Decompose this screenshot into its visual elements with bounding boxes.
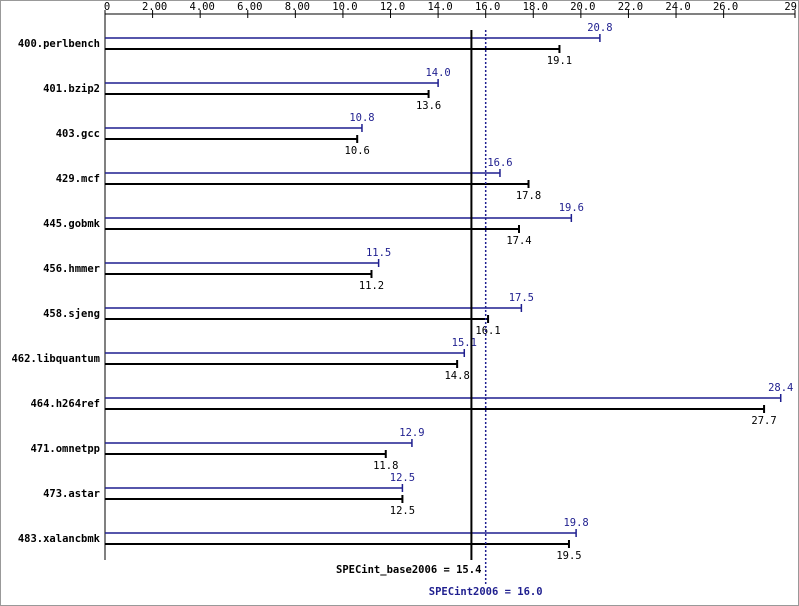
value-label: 11.5 [366, 247, 391, 259]
bar [105, 394, 782, 402]
bar [105, 45, 561, 53]
value-label: 27.7 [751, 415, 776, 427]
value-label: 14.8 [444, 370, 469, 382]
bar [105, 540, 570, 548]
value-label: 17.5 [509, 292, 534, 304]
value-label: 17.8 [516, 190, 541, 202]
value-label: 16.1 [475, 325, 500, 337]
value-label: 19.8 [563, 517, 588, 529]
x-tick-label: 0 [104, 1, 110, 13]
value-label: 19.6 [559, 202, 584, 214]
bar [105, 450, 387, 458]
bar [105, 484, 404, 492]
bar [105, 79, 439, 87]
category-label: 400.perlbench [18, 38, 100, 50]
category-label: 456.hmmer [43, 263, 100, 275]
reference-label: SPECint_base2006 = 15.4 [336, 564, 481, 576]
bar [105, 169, 501, 177]
x-tick-label: 14.0 [427, 1, 452, 13]
bar [105, 360, 459, 368]
x-tick-label: 8.00 [285, 1, 310, 13]
category-label: 483.xalancbmk [18, 533, 101, 545]
bar [105, 495, 404, 503]
x-tick-label: 2.00 [142, 1, 167, 13]
category-label: 401.bzip2 [43, 83, 100, 95]
x-tick-label: 29.0 [784, 1, 799, 13]
value-label: 20.8 [587, 22, 612, 34]
category-label: 462.libquantum [11, 353, 100, 365]
category-label: 471.omnetpp [30, 443, 100, 455]
x-tick-label: 22.0 [618, 1, 643, 13]
x-tick-label: 12.0 [380, 1, 405, 13]
x-tick-label: 26.0 [713, 1, 738, 13]
category-label: 445.gobmk [43, 218, 101, 230]
bar [105, 405, 766, 413]
bar [105, 439, 413, 447]
x-tick-label: 18.0 [523, 1, 548, 13]
bar [105, 529, 577, 537]
x-tick-label: 10.0 [332, 1, 357, 13]
bar [105, 124, 363, 132]
bar [105, 259, 380, 267]
category-label: 458.sjeng [43, 308, 100, 320]
value-label: 17.4 [506, 235, 531, 247]
bar [105, 135, 359, 143]
bar [105, 315, 490, 323]
category-label: 429.mcf [56, 173, 100, 185]
bar [105, 349, 466, 357]
x-tick-label: 24.0 [665, 1, 690, 13]
bar [105, 225, 520, 233]
value-label: 28.4 [768, 382, 793, 394]
category-label: 403.gcc [56, 128, 100, 140]
value-label: 19.1 [547, 55, 572, 67]
value-label: 10.8 [349, 112, 374, 124]
value-label: 12.5 [390, 472, 415, 484]
bar [105, 180, 530, 188]
value-label: 16.6 [487, 157, 512, 169]
value-label: 13.6 [416, 100, 441, 112]
value-label: 11.2 [359, 280, 384, 292]
reference-label: SPECint2006 = 16.0 [429, 586, 543, 598]
value-label: 19.5 [556, 550, 581, 562]
value-label: 15.1 [452, 337, 477, 349]
x-tick-label: 20.0 [570, 1, 595, 13]
bar [105, 90, 430, 98]
value-label: 12.9 [399, 427, 424, 439]
bar [105, 214, 573, 222]
category-label: 473.astar [43, 488, 100, 500]
value-label: 11.8 [373, 460, 398, 472]
bar [105, 304, 523, 312]
category-label: 464.h264ref [30, 398, 100, 410]
x-tick-label: 4.00 [190, 1, 215, 13]
x-tick-label: 16.0 [475, 1, 500, 13]
value-label: 12.5 [390, 505, 415, 517]
bar [105, 34, 601, 42]
x-tick-label: 6.00 [237, 1, 262, 13]
value-label: 10.6 [345, 145, 370, 157]
bar [105, 270, 373, 278]
value-label: 14.0 [425, 67, 450, 79]
